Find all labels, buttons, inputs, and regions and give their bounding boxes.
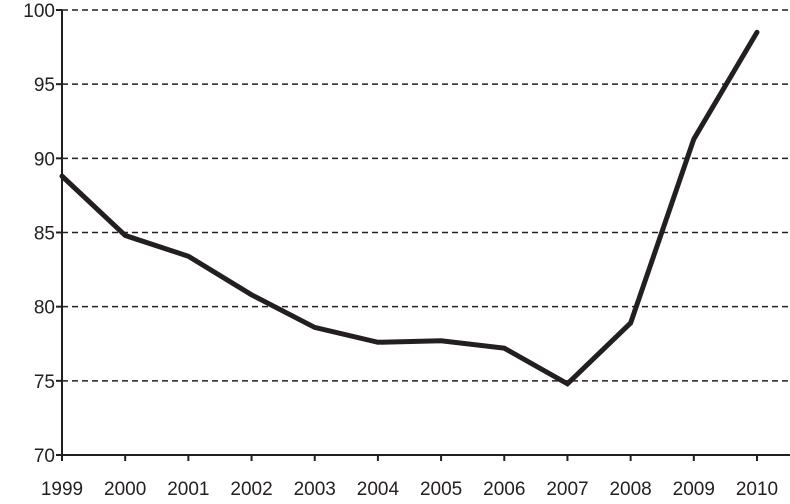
y-axis-ticks: 70 75 80 85 90 95 100 [23,1,62,467]
y-tick-label: 95 [34,75,55,96]
gridlines [62,10,790,381]
x-tick-label: 2001 [167,479,209,499]
y-tick-label: 75 [34,372,55,393]
y-tick-label: 70 [34,446,55,467]
x-tick-label: 1999 [41,479,83,499]
x-tick-label: 2000 [104,479,146,499]
x-tick-label: 2005 [420,479,462,499]
x-tick-label: 2006 [483,479,525,499]
x-axis-ticks: 1999 2000 2001 2002 2003 2004 2005 2006 2007 2008… [41,455,778,499]
x-tick-label: 2008 [609,479,651,499]
y-tick-label: 80 [34,298,55,319]
x-tick-label: 2007 [546,479,588,499]
x-tick-label: 2009 [673,479,715,499]
series-line [62,32,757,384]
x-tick-label: 2003 [294,479,336,499]
x-tick-label: 2004 [357,479,400,499]
x-tick-label: 2010 [736,479,778,499]
y-tick-label: 90 [34,149,55,170]
y-tick-label: 85 [34,224,55,245]
y-tick-label: 100 [23,1,55,22]
x-tick-label: 2002 [230,479,272,499]
